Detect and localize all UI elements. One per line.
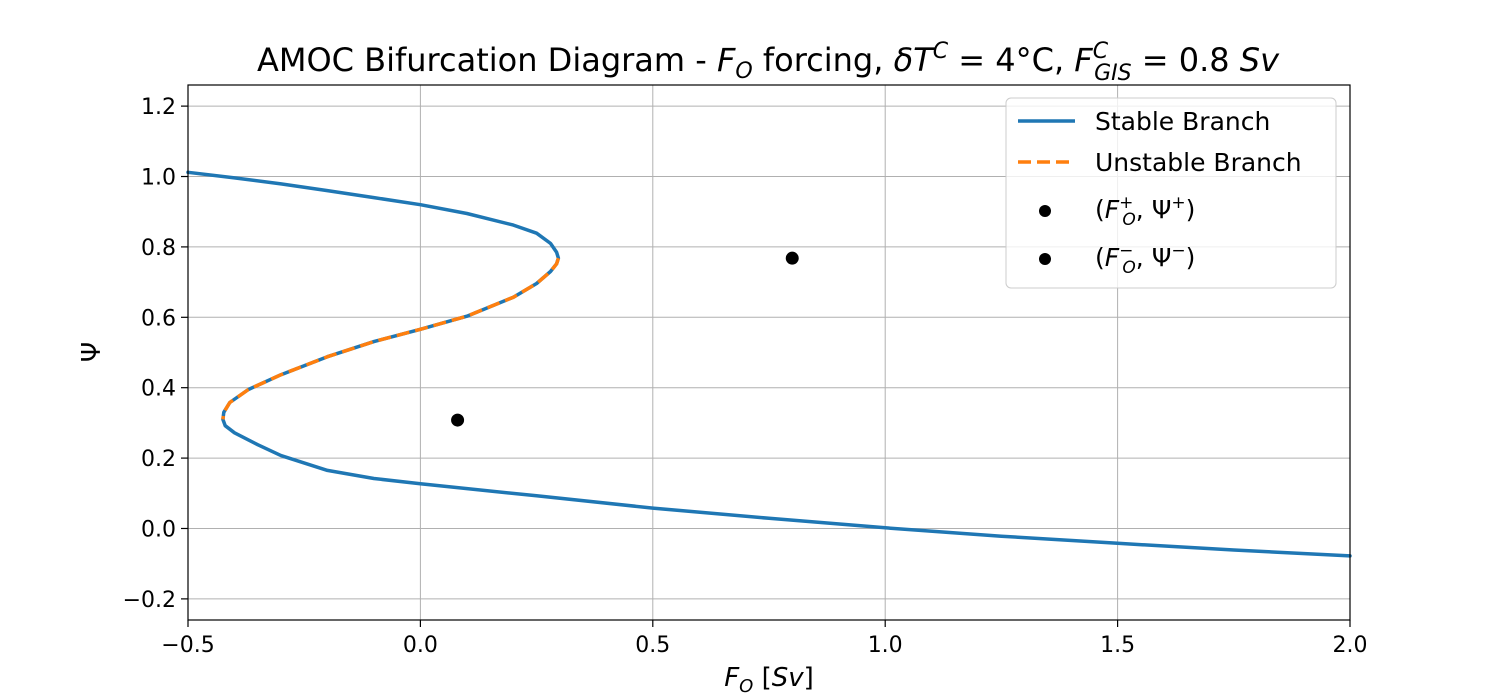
legend-plus-marker [1039,205,1051,217]
y-tick-label: 0.0 [141,517,176,542]
plot-frame [187,84,1351,621]
stable-branch-line [186,170,1352,558]
axis-ticks: −0.5 0.0 0.5 1.0 1.5 2.0 −0.2 0.0 0.2 0.4 0.6 0.8 1.… [123,95,1368,658]
plus-equilibrium-point [785,251,799,265]
y-tick-label: −0.2 [123,588,176,613]
equilibrium-markers [451,251,799,427]
x-axis-label: FO [Sv] [724,663,814,697]
minus-equilibrium-point [451,413,465,427]
data-series [186,170,1352,558]
legend-unstable-label: Unstable Branch [1095,148,1302,177]
x-tick-label: 2.0 [1333,633,1368,658]
chart-title: AMOC Bifurcation Diagram - FO forcing, δ… [257,39,1280,86]
legend-stable-label: Stable Branch [1095,107,1270,136]
x-tick-label: −0.5 [161,633,214,658]
y-tick-label: 0.4 [141,377,176,402]
legend-minus-marker [1039,253,1051,265]
legend-plus-label: (F+ O, Ψ+) [1095,193,1195,230]
legend-box [1005,97,1337,289]
x-tick-label: 1.0 [868,633,903,658]
unstable-branch-line [221,257,561,420]
legend: Stable Branch Unstable Branch (F+ O, Ψ+) … [1005,97,1337,289]
y-tick-label: 1.0 [141,166,176,191]
x-tick-label: 0.5 [635,633,670,658]
legend-minus-label: (F− O, Ψ−) [1095,241,1195,278]
y-tick-label: 1.2 [141,95,176,120]
y-tick-label: 0.6 [141,306,176,331]
y-axis-label: Ψ [77,342,107,362]
y-tick-label: 0.8 [141,236,176,261]
y-tick-label: 0.2 [141,447,176,472]
x-tick-label: 0.0 [403,633,438,658]
x-tick-label: 1.5 [1100,633,1135,658]
